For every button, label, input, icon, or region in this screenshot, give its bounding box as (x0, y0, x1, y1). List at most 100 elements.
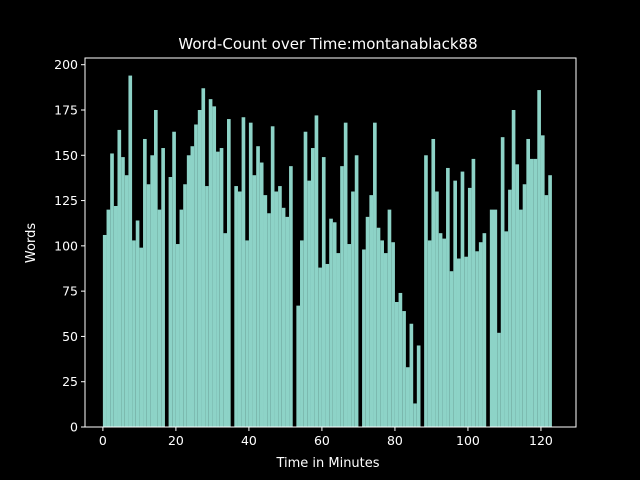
bar (241, 117, 246, 427)
bar (143, 138, 147, 427)
bar (351, 191, 355, 427)
bar (197, 109, 202, 428)
y-tick-label: 50 (62, 329, 78, 344)
bar (245, 240, 249, 427)
bar (296, 305, 301, 427)
y-tick-label: 200 (54, 57, 78, 72)
bar (274, 191, 279, 427)
bar (497, 332, 501, 427)
bar (405, 367, 410, 427)
bar (438, 233, 443, 427)
x-tick-label: 20 (168, 433, 184, 448)
bar (223, 233, 228, 427)
bar (471, 158, 476, 428)
bar (376, 227, 381, 427)
bar (281, 207, 286, 427)
bar (413, 403, 417, 427)
bar (540, 135, 545, 427)
bar (303, 131, 308, 427)
bar (219, 148, 224, 427)
bar (259, 162, 264, 427)
bar (157, 209, 162, 427)
bar (172, 131, 176, 427)
x-tick-label: 0 (99, 433, 107, 448)
bar (175, 244, 180, 427)
bar (347, 244, 352, 427)
bar (227, 119, 231, 428)
bar (124, 175, 129, 427)
bar (416, 345, 421, 427)
bar (132, 240, 136, 427)
bar (343, 122, 348, 427)
bar (332, 222, 337, 427)
bar (139, 247, 144, 427)
bar (161, 148, 165, 427)
x-tick-label: 80 (387, 433, 403, 448)
bar (194, 124, 198, 427)
bar (186, 155, 191, 428)
bar (289, 166, 293, 427)
bar (183, 184, 187, 427)
bar (340, 166, 344, 427)
bar (285, 216, 290, 427)
bar (537, 90, 541, 428)
bar (380, 240, 384, 427)
y-tick-label: 125 (54, 193, 78, 208)
bar (102, 234, 107, 427)
plot-frame (84, 57, 577, 428)
bar (467, 187, 472, 427)
bar (237, 191, 242, 427)
bar (106, 209, 111, 427)
y-tick-label: 25 (62, 374, 78, 389)
bar (135, 220, 140, 427)
x-tick-label: 100 (456, 433, 480, 448)
bar (427, 240, 432, 427)
bar (504, 231, 509, 427)
bar (150, 155, 154, 428)
bar (314, 115, 319, 427)
bar (508, 189, 512, 427)
bar (453, 180, 457, 427)
bar (500, 137, 505, 428)
y-tick-label: 150 (54, 148, 78, 163)
bar (321, 157, 326, 427)
bar (383, 253, 388, 427)
bar (267, 213, 271, 427)
bar (435, 191, 439, 427)
bar (201, 88, 206, 428)
bar (248, 122, 253, 427)
bar (402, 311, 406, 427)
bar (208, 99, 213, 428)
bar (128, 75, 133, 428)
bar (121, 157, 125, 427)
bar (519, 209, 523, 427)
bar (354, 155, 359, 428)
bar (234, 186, 238, 427)
bar (391, 242, 395, 427)
bar (179, 209, 184, 427)
bar (336, 253, 341, 427)
bar (511, 109, 516, 428)
bar (325, 263, 330, 427)
bar (424, 155, 428, 428)
bar (482, 233, 487, 427)
bar (409, 323, 414, 427)
bar (190, 146, 195, 428)
bar (475, 251, 479, 427)
y-tick-label: 100 (54, 238, 78, 253)
bar (252, 175, 257, 427)
bar (526, 138, 531, 427)
bar (533, 158, 538, 428)
bar (478, 242, 483, 427)
bar (113, 205, 118, 427)
bar (212, 106, 217, 428)
bar (365, 216, 370, 427)
bar (373, 122, 377, 427)
bar (394, 302, 399, 427)
bar (431, 138, 436, 427)
chart-title: Word-Count over Time:montanablack88 (178, 35, 477, 53)
bar (153, 109, 158, 428)
bar (456, 258, 461, 427)
bar (493, 209, 498, 427)
bar (369, 195, 374, 427)
